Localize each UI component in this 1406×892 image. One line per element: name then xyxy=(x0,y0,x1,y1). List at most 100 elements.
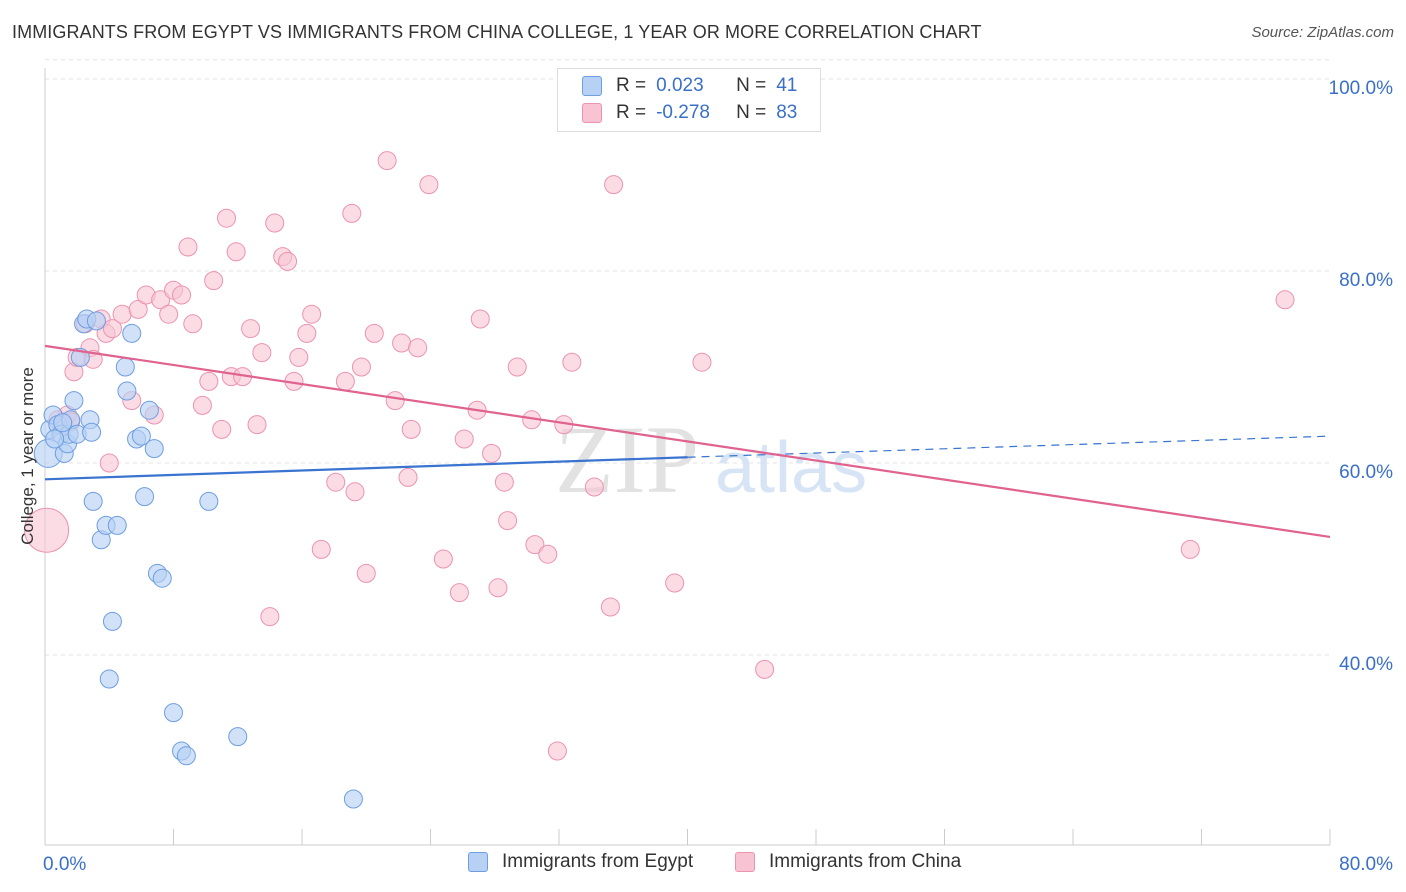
bottom-legend-china: Immigrants from China xyxy=(735,851,961,873)
china-point xyxy=(1275,290,1295,310)
china-point xyxy=(692,352,712,372)
china-point xyxy=(547,741,567,761)
legend-n-value-china: 83 xyxy=(776,102,798,123)
china-point xyxy=(494,472,514,492)
china-point xyxy=(112,304,132,324)
china-point xyxy=(297,323,317,343)
bottom-legend-egypt: Immigrants from Egypt xyxy=(468,851,693,873)
china-point xyxy=(99,453,119,473)
trend-lines xyxy=(44,344,1331,539)
china-point xyxy=(392,333,412,353)
china-point xyxy=(252,343,272,363)
x-tick-label: 80.0% xyxy=(1339,854,1393,875)
china-point xyxy=(278,251,298,271)
china-point xyxy=(584,477,604,497)
china-point xyxy=(600,597,620,617)
y-tick-label: 60.0% xyxy=(1339,462,1393,483)
bottom-legend-label-egypt: Immigrants from Egypt xyxy=(502,851,694,872)
china-point xyxy=(398,467,418,487)
egypt-point xyxy=(228,727,248,747)
china-point xyxy=(302,304,322,324)
y-axis-title: College, 1 year or more xyxy=(18,367,37,545)
egypt-point xyxy=(176,746,196,766)
china-point xyxy=(159,304,179,324)
egypt-point xyxy=(152,568,172,588)
china-point xyxy=(217,208,237,228)
china-point xyxy=(488,578,508,598)
china-point xyxy=(604,175,624,195)
chart-title: IMMIGRANTS FROM EGYPT VS IMMIGRANTS FROM… xyxy=(12,22,982,42)
egypt-point xyxy=(102,611,122,631)
china-point xyxy=(356,563,376,583)
legend-row-china: R = -0.278 N = 83 xyxy=(582,100,797,126)
egypt-point xyxy=(82,422,102,442)
china-trend-line xyxy=(44,344,1331,539)
china-point xyxy=(178,237,198,257)
bottom-legend: Immigrants from Egypt Immigrants from Ch… xyxy=(0,851,1406,877)
legend-n-label: N = xyxy=(736,102,767,123)
china-point xyxy=(311,539,331,559)
legend-swatch-egypt xyxy=(582,76,602,96)
legend-r-value-egypt: 0.023 xyxy=(656,75,704,96)
bottom-legend-swatch-china xyxy=(735,852,755,872)
egypt-point xyxy=(107,515,127,535)
egypt-point xyxy=(115,357,135,377)
china-point xyxy=(265,213,285,233)
china-point xyxy=(289,347,309,367)
bottom-legend-swatch-egypt xyxy=(468,852,488,872)
china-point xyxy=(1180,539,1200,559)
china-point xyxy=(470,309,490,329)
egypt-point xyxy=(131,426,151,446)
china-point xyxy=(454,429,474,449)
china-point xyxy=(335,371,355,391)
grid-lines xyxy=(45,59,1330,656)
legend-n-value-egypt: 41 xyxy=(776,75,798,96)
legend-r-label: R = xyxy=(616,102,647,123)
y-tick-label: 40.0% xyxy=(1339,654,1393,675)
source-label: Source: ZipAtlas.com xyxy=(1251,24,1394,41)
egypt-point xyxy=(139,400,159,420)
china-point xyxy=(401,419,421,439)
china-point xyxy=(192,395,212,415)
china-point xyxy=(260,607,280,627)
china-point xyxy=(507,357,527,377)
egypt-point xyxy=(64,391,84,411)
china-point xyxy=(102,319,122,339)
y-tick-label: 80.0% xyxy=(1339,270,1393,291)
china-point xyxy=(226,242,246,262)
china-point xyxy=(408,338,428,358)
x-tick-label: 0.0% xyxy=(43,854,86,875)
china-point xyxy=(241,319,261,339)
egypt-point xyxy=(164,703,183,723)
egypt-point xyxy=(117,381,137,401)
china-point xyxy=(364,323,384,343)
china-point xyxy=(665,573,685,593)
china-point xyxy=(183,314,203,334)
watermark-atlas: atlas xyxy=(715,428,867,508)
china-point xyxy=(433,549,453,569)
egypt-trend-line xyxy=(44,456,688,481)
china-point xyxy=(385,391,405,411)
china-point xyxy=(326,472,346,492)
china-point xyxy=(538,544,558,564)
china-point xyxy=(212,419,232,439)
egypt-point xyxy=(343,789,363,809)
egypt-point xyxy=(199,491,219,511)
egypt-point xyxy=(86,311,106,331)
series-egypt-points xyxy=(33,309,363,809)
tick-labels: 40.0% 60.0% 80.0% 100.0% 0.0% 80.0% xyxy=(43,78,1393,875)
legend-swatch-china xyxy=(582,103,602,123)
china-point xyxy=(498,511,518,531)
china-point xyxy=(525,535,545,555)
china-point xyxy=(345,482,365,502)
egypt-point xyxy=(53,413,73,433)
egypt-point xyxy=(45,429,65,449)
egypt-point xyxy=(135,487,155,507)
china-point xyxy=(419,175,439,195)
legend-r-value-china: -0.278 xyxy=(656,102,710,123)
legend-n-label: N = xyxy=(736,75,767,96)
egypt-point xyxy=(144,439,164,459)
china-point xyxy=(128,299,148,319)
china-point xyxy=(199,371,219,391)
egypt-point xyxy=(83,491,103,511)
